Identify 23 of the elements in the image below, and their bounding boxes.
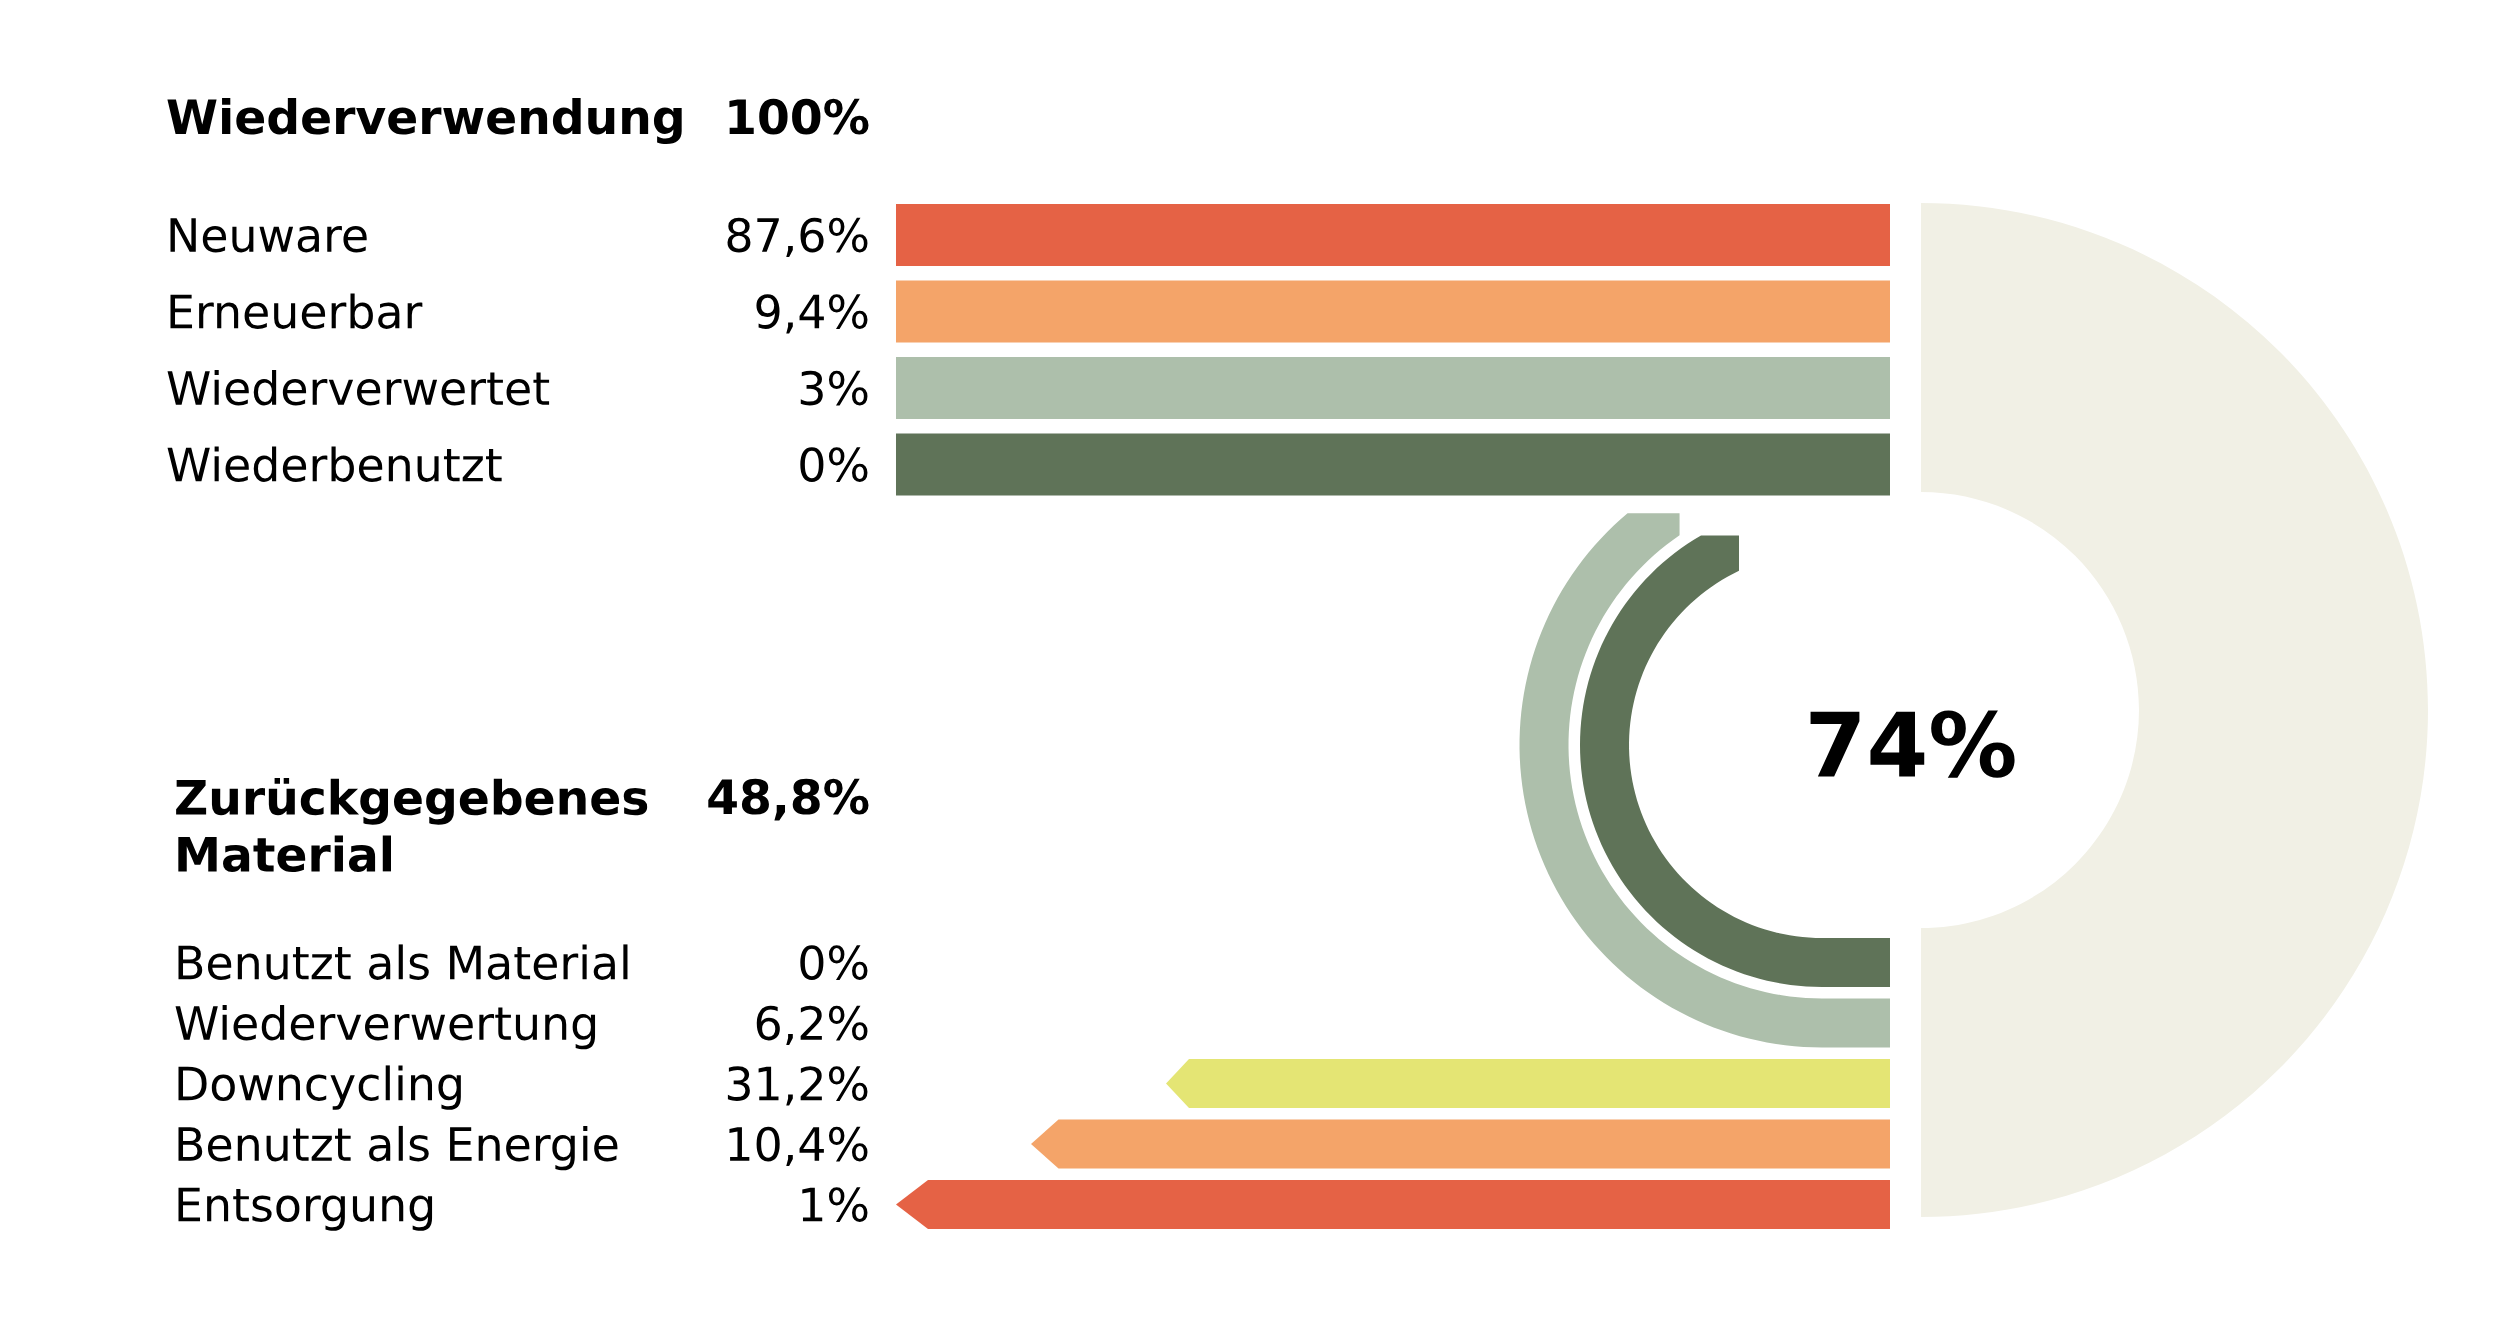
text: 100%	[729, 98, 869, 135]
category-label: Benutzt als Material	[178, 944, 628, 980]
text: 74%	[1810, 710, 2015, 778]
data-label: 6,2%	[756, 1005, 868, 1046]
category-label: Entsorgung	[178, 1187, 433, 1231]
data-label: 10,4%	[729, 1126, 868, 1167]
category-label: Wiederverwertung	[175, 1004, 596, 1050]
data-label: 9,4%	[756, 294, 868, 334]
data-label: 0%	[800, 945, 868, 980]
category-label: Downcycling	[178, 1065, 461, 1110]
category-label: Erneuerbar	[170, 293, 423, 329]
data-label: 1%	[802, 1187, 868, 1222]
data-label: 3%	[800, 370, 868, 406]
text: 48,8%	[708, 778, 869, 821]
category-label: Wiederverwertet	[167, 369, 550, 406]
data-label: 87,6%	[727, 217, 868, 258]
data-label: 31,2%	[727, 1066, 868, 1106]
category-label: Benutzt als Energie	[178, 1125, 618, 1171]
data-label: 0%	[800, 447, 868, 482]
category-label: Wiederbenutzt	[167, 446, 502, 482]
text: Zurückgegebenes Material	[176, 778, 648, 873]
text: Wiederverwendung	[167, 98, 682, 145]
category-label: Neuware	[170, 218, 367, 253]
